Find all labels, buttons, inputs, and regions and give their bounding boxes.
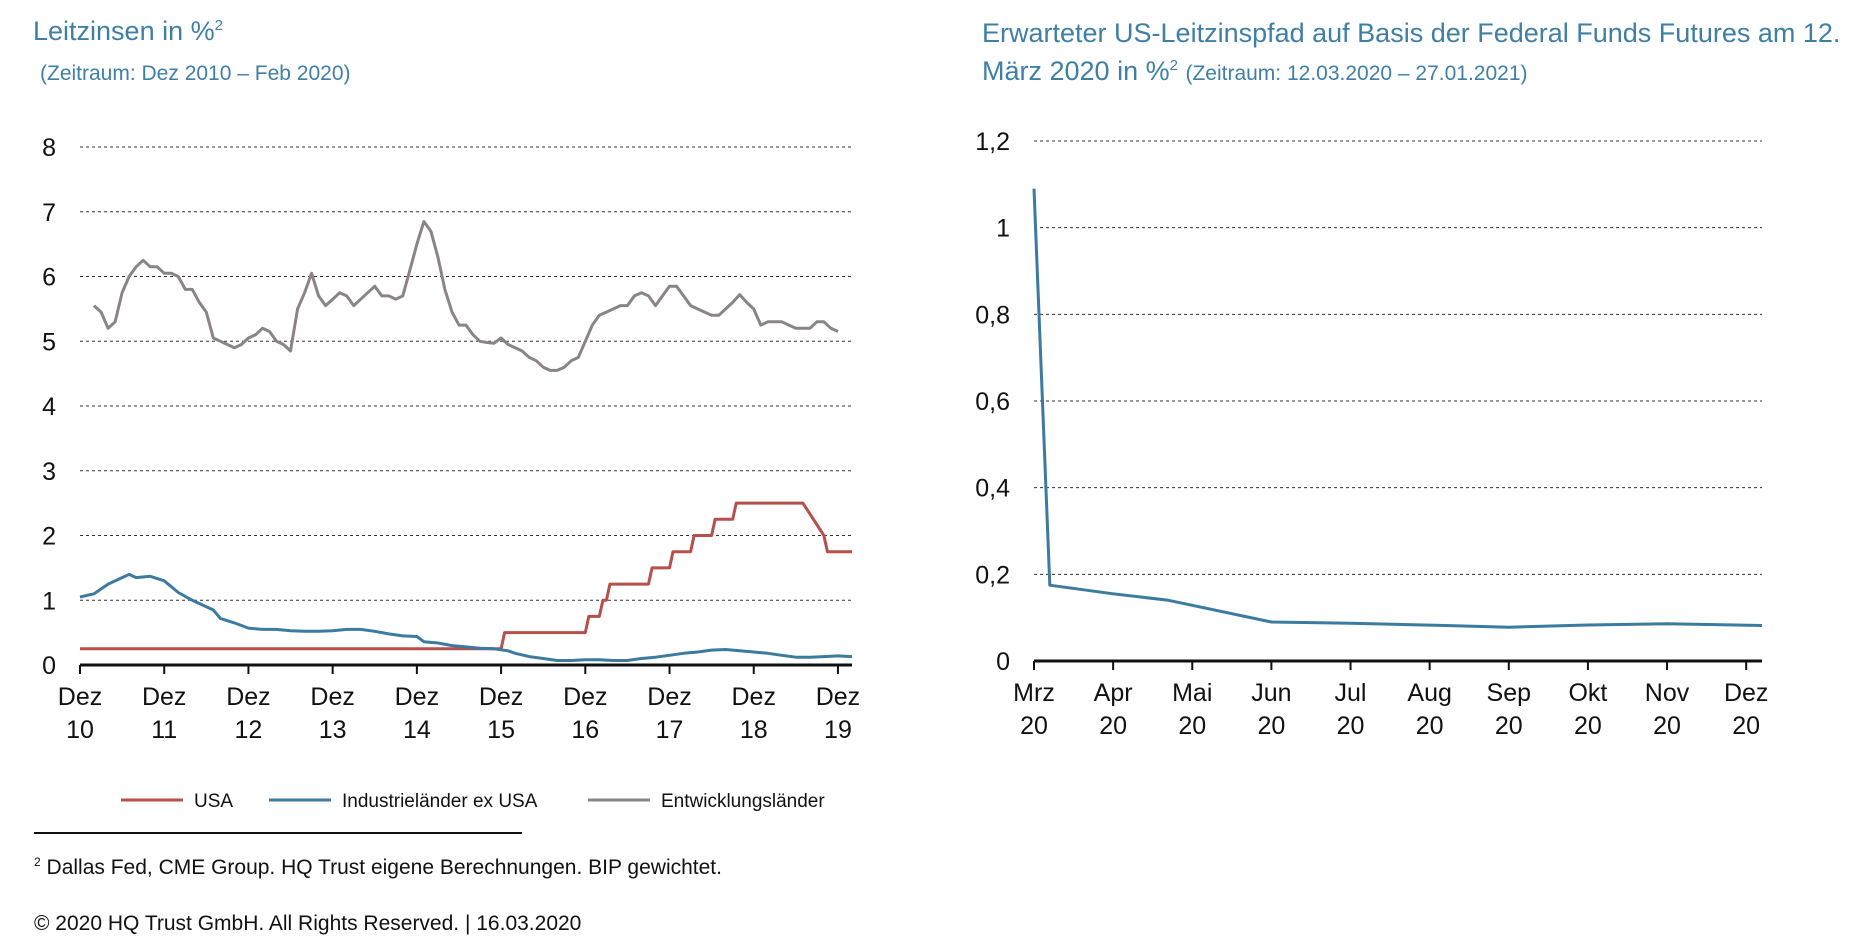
left-x-tick-label: 11 bbox=[151, 716, 177, 744]
right-y-tick-label: 0,8 bbox=[975, 301, 1010, 329]
right-x-tick-label: Jul bbox=[1335, 679, 1367, 707]
left-x-tick-label: Dez bbox=[647, 683, 691, 711]
left-x-tick-label: 10 bbox=[66, 716, 94, 744]
right-chart-title: Erwarteter US-Leitzinspfad auf Basis der… bbox=[982, 14, 1842, 93]
right-x-tick-label: Apr bbox=[1094, 679, 1133, 707]
right-y-tick-label: 1 bbox=[996, 215, 1010, 243]
right-x-tick-label: 20 bbox=[1099, 712, 1127, 740]
right-title-superscript: 2 bbox=[1169, 57, 1178, 74]
right-y-tick-label: 1,2 bbox=[975, 128, 1010, 156]
left-x-tick-label: Dez bbox=[395, 683, 439, 711]
left-y-tick-label: 1 bbox=[42, 587, 56, 615]
right-x-tick-label: Sep bbox=[1487, 679, 1531, 707]
left-chart: 012345678Dez10Dez11Dez12Dez13Dez14Dez15D… bbox=[42, 134, 860, 812]
left-title-superscript: 2 bbox=[214, 17, 223, 34]
right-y-tick-label: 0,4 bbox=[975, 475, 1010, 503]
right-x-tick-label: 20 bbox=[1020, 712, 1048, 740]
footnote: 2 Dallas Fed, CME Group. HQ Trust eigene… bbox=[34, 856, 722, 880]
legend-label-0: USA bbox=[194, 791, 233, 812]
left-x-tick-label: Dez bbox=[816, 683, 860, 711]
right-chart-subtitle: (Zeitraum: 12.03.2020 – 27.01.2021) bbox=[1185, 62, 1528, 85]
right-x-tick-label: 20 bbox=[1178, 712, 1206, 740]
left-y-tick-label: 2 bbox=[42, 523, 56, 551]
left-series-line-2 bbox=[92, 220, 839, 372]
right-y-tick-label: 0,2 bbox=[975, 561, 1010, 589]
right-x-tick-label: 20 bbox=[1732, 712, 1760, 740]
left-x-tick-label: Dez bbox=[226, 683, 270, 711]
right-x-tick-label: Aug bbox=[1407, 679, 1451, 707]
right-x-tick-label: 20 bbox=[1257, 712, 1285, 740]
left-x-tick-label: Dez bbox=[563, 683, 607, 711]
legend-label-1: Industrieländer ex USA bbox=[342, 791, 538, 812]
left-x-tick-label: Dez bbox=[142, 683, 186, 711]
right-x-tick-label: Jun bbox=[1251, 679, 1291, 707]
right-title-text: Erwarteter US-Leitzinspfad auf Basis der… bbox=[982, 18, 1841, 86]
right-x-tick-label: 20 bbox=[1653, 712, 1681, 740]
left-y-tick-label: 0 bbox=[42, 652, 56, 680]
copyright: © 2020 HQ Trust GmbH. All Rights Reserve… bbox=[34, 912, 582, 935]
right-x-tick-label: 20 bbox=[1416, 712, 1444, 740]
left-x-tick-label: Dez bbox=[732, 683, 776, 711]
right-x-tick-label: 20 bbox=[1574, 712, 1602, 740]
left-title-text: Leitzinsen in % bbox=[33, 16, 215, 46]
left-x-tick-label: 19 bbox=[824, 716, 852, 744]
right-x-tick-label: Nov bbox=[1645, 679, 1690, 707]
left-series-line-0 bbox=[80, 501, 852, 651]
left-y-tick-label: 3 bbox=[42, 458, 56, 486]
right-x-tick-label: 20 bbox=[1337, 712, 1365, 740]
left-chart-subtitle: (Zeitraum: Dez 2010 – Feb 2020) bbox=[40, 62, 351, 85]
footnote-text: Dallas Fed, CME Group. HQ Trust eigene B… bbox=[40, 856, 722, 879]
left-x-tick-label: 12 bbox=[235, 716, 263, 744]
left-x-tick-label: Dez bbox=[58, 683, 102, 711]
left-y-tick-label: 7 bbox=[42, 199, 56, 227]
right-y-tick-label: 0 bbox=[996, 648, 1010, 676]
left-y-tick-label: 8 bbox=[42, 134, 56, 162]
right-x-tick-label: 20 bbox=[1495, 712, 1523, 740]
left-y-tick-label: 6 bbox=[42, 264, 56, 292]
left-y-tick-label: 4 bbox=[42, 393, 56, 421]
right-x-tick-label: Mrz bbox=[1013, 679, 1055, 707]
left-series-line-1 bbox=[79, 572, 853, 662]
right-x-tick-label: Okt bbox=[1568, 679, 1607, 707]
left-x-tick-label: Dez bbox=[310, 683, 354, 711]
left-x-tick-label: 17 bbox=[656, 716, 684, 744]
left-x-tick-label: Dez bbox=[479, 683, 523, 711]
left-x-tick-label: 14 bbox=[403, 716, 431, 744]
left-x-tick-label: 15 bbox=[487, 716, 515, 744]
left-x-tick-label: 18 bbox=[740, 716, 768, 744]
legend-label-2: Entwicklungsländer bbox=[661, 791, 825, 812]
right-x-tick-label: Mai bbox=[1172, 679, 1212, 707]
left-x-tick-label: 16 bbox=[571, 716, 599, 744]
footnote-marker: 2 bbox=[34, 855, 41, 869]
left-chart-title: Leitzinsen in %2 bbox=[33, 12, 223, 50]
right-x-tick-label: Dez bbox=[1724, 679, 1768, 707]
right-chart: 0 0,2 0,4 0,6 0,8 1 1,2 Mrz 20 Apr 20 Mai 20 Jun 20 Jul… bbox=[975, 128, 1768, 740]
left-x-tick-label: 13 bbox=[319, 716, 347, 744]
right-y-tick-label: 0,6 bbox=[975, 388, 1010, 416]
right-series-line-0 bbox=[1032, 188, 1763, 629]
left-y-tick-label: 5 bbox=[42, 328, 56, 356]
footnote-divider bbox=[34, 832, 522, 834]
